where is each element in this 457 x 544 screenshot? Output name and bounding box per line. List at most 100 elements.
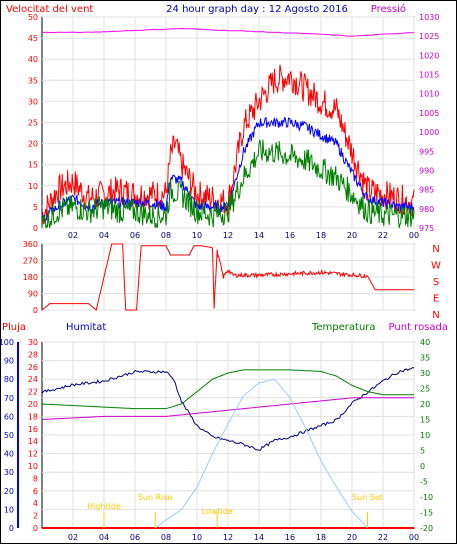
direction-tick-label: 90 [28, 290, 38, 299]
temperature-tick-label: 35 [420, 354, 430, 363]
temperature-tick-label: 30 [420, 369, 430, 378]
direction-tick-label: 360 [23, 240, 38, 249]
wind-tick-label: 5 [33, 203, 38, 212]
rain-tick-label: 16 [28, 425, 38, 434]
x-tick-label: 00 [409, 231, 419, 240]
event-label: Hightide [87, 502, 121, 511]
rain-tick-label: 12 [28, 450, 38, 459]
climate-series-solar [154, 378, 368, 529]
temperature-tick-label: 20 [420, 400, 430, 409]
pressure-tick-label: 975 [419, 224, 434, 233]
temperature-tick-label: 0 [420, 462, 425, 471]
temperature-tick-label: 15 [420, 416, 430, 425]
climate-series-dewpoint [41, 397, 414, 420]
temperature-tick-label: 25 [420, 385, 430, 394]
x-tick-label: 14 [254, 533, 264, 542]
x-tick-label: 18 [316, 231, 326, 240]
temperature-tick-label: 10 [420, 431, 430, 440]
humidity-tick-label: 90 [4, 357, 14, 366]
pressure-tick-label: 1025 [419, 32, 439, 41]
rain-tick-label: 8 [33, 474, 38, 483]
rain-axis-title: Pluja [2, 322, 26, 333]
pressure-tick-label: 1005 [419, 109, 439, 118]
x-tick-label: 22 [378, 533, 388, 542]
humidity-tick-label: 50 [4, 431, 14, 440]
compass-label: S [433, 277, 439, 288]
compass-label: W [431, 261, 441, 272]
wind-tick-label: 20 [28, 140, 38, 149]
humidity-tick-label: 100 [0, 338, 14, 347]
x-tick-label: 16 [285, 533, 295, 542]
temperature-tick-label: -5 [420, 478, 428, 487]
wind-tick-label: 35 [28, 76, 38, 85]
temperature-tick-label: -10 [420, 493, 433, 502]
x-tick-label: 06 [130, 231, 140, 240]
rain-tick-label: 18 [28, 412, 38, 421]
wind-tick-label: 15 [28, 161, 38, 170]
x-tick-label: 08 [161, 533, 171, 542]
event-label: Sun Rise [138, 493, 173, 502]
dewpoint-axis-title: Punt rosada [389, 322, 448, 333]
pressure-axis-title: Pressió [371, 3, 406, 15]
rain-tick-label: 0 [33, 524, 38, 533]
rain-tick-label: 2 [33, 512, 38, 521]
humidity-tick-label: 70 [4, 394, 14, 403]
x-tick-label: 22 [378, 231, 388, 240]
wind-tick-label: 50 [28, 13, 38, 22]
pressure-tick-label: 995 [419, 147, 434, 156]
pressure-tick-label: 980 [419, 205, 434, 214]
rain-tick-label: 24 [28, 375, 38, 384]
wind-tick-label: 25 [28, 119, 38, 128]
pressure-tick-label: 1030 [419, 13, 439, 22]
temperature-axis-title: Temperatura [311, 322, 376, 333]
x-tick-label: 06 [130, 533, 140, 542]
x-tick-label: 10 [192, 533, 202, 542]
wind-series-line-3 [41, 27, 415, 37]
x-tick-label: 20 [347, 533, 357, 542]
wind-tick-label: 40 [28, 55, 38, 64]
pressure-tick-label: 1020 [419, 51, 439, 60]
wind-axis-title: Velocitat del vent [6, 4, 93, 15]
compass-label: N [432, 244, 439, 255]
x-tick-label: 04 [99, 533, 109, 542]
rain-tick-label: 20 [28, 400, 38, 409]
x-tick-label: 12 [223, 533, 233, 542]
event-label: Sun Set [352, 493, 383, 502]
pressure-tick-label: 990 [419, 166, 434, 175]
humidity-tick-label: 0 [9, 524, 14, 533]
temperature-tick-label: 40 [420, 338, 430, 347]
x-tick-label: 08 [161, 231, 171, 240]
pressure-tick-label: 1015 [419, 71, 439, 80]
humidity-tick-label: 80 [4, 375, 14, 384]
compass-label: N [432, 310, 439, 321]
rain-tick-label: 30 [28, 338, 38, 347]
humidity-tick-label: 30 [4, 468, 14, 477]
humidity-tick-label: 60 [4, 412, 14, 421]
pressure-tick-label: 1000 [419, 128, 439, 137]
wind-tick-label: 45 [28, 34, 38, 43]
x-tick-label: 02 [68, 231, 78, 240]
pressure-tick-label: 1010 [419, 90, 439, 99]
rain-tick-label: 4 [33, 499, 38, 508]
rain-tick-label: 14 [28, 437, 38, 446]
direction-tick-label: 270 [23, 257, 38, 266]
humidity-tick-label: 40 [4, 450, 14, 459]
pressure-tick-label: 985 [419, 186, 434, 195]
wind-tick-label: 30 [28, 97, 38, 106]
humidity-tick-label: 10 [4, 505, 14, 514]
humidity-tick-label: 20 [4, 487, 14, 496]
direction-series-line-0 [41, 243, 414, 311]
x-tick-label: 10 [192, 231, 202, 240]
climate-series-humidity [41, 367, 415, 451]
compass-label: E [433, 294, 439, 305]
x-tick-label: 16 [285, 231, 295, 240]
direction-tick-label: 180 [23, 273, 38, 282]
x-tick-label: 02 [68, 533, 78, 542]
x-tick-label: 12 [223, 231, 233, 240]
temperature-tick-label: -15 [420, 509, 433, 518]
rain-tick-label: 28 [28, 350, 38, 359]
x-tick-label: 04 [99, 231, 109, 240]
climate-series-temperature [41, 369, 414, 410]
rain-tick-label: 10 [28, 462, 38, 471]
wind-tick-label: 0 [33, 224, 38, 233]
